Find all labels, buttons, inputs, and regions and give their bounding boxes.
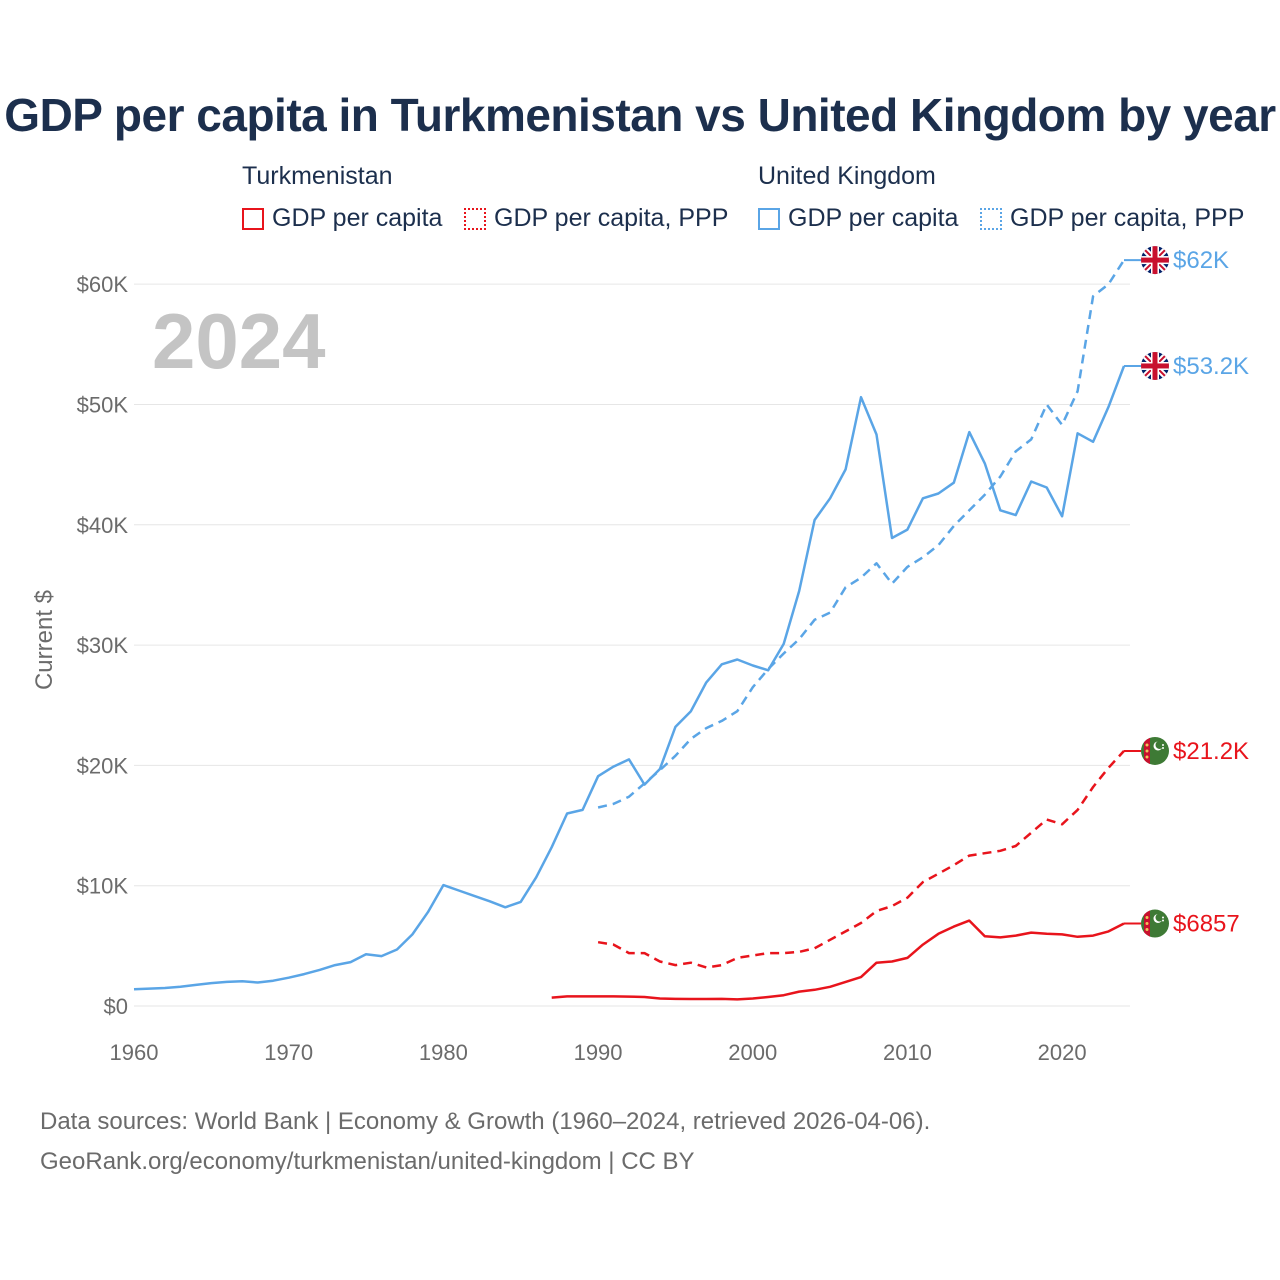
- legend-item-turkmenistan-gdp[interactable]: GDP per capita: [242, 204, 442, 233]
- x-tick-label: 2010: [883, 1040, 932, 1065]
- y-tick-label: $40K: [77, 513, 129, 538]
- legend-group-turkmenistan: Turkmenistan: [242, 162, 393, 190]
- uk-flag-icon: [1124, 351, 1169, 380]
- legend-swatch-dotted-blue: [980, 207, 1002, 230]
- x-tick-label: 1960: [110, 1040, 159, 1065]
- turkmenistan-flag-icon: [1124, 909, 1169, 938]
- legend-swatch-solid-red: [242, 207, 264, 230]
- turkmenistan-flag-icon: [1124, 736, 1169, 765]
- y-tick-label: $50K: [77, 392, 129, 417]
- y-tick-label: $0: [104, 994, 128, 1019]
- series-line-1: [597, 259, 1126, 809]
- uk-flag-icon: [1124, 246, 1169, 275]
- legend-label: GDP per capita, PPP: [494, 204, 729, 232]
- end-value-label: $6857: [1173, 911, 1240, 938]
- x-tick-label: 1980: [419, 1040, 468, 1065]
- x-tick-label: 2000: [728, 1040, 777, 1065]
- grid-layer: [134, 283, 1130, 1007]
- x-tick-label: 2020: [1038, 1040, 1087, 1065]
- source-line-2: GeoRank.org/economy/turkmenistan/united-…: [40, 1148, 695, 1175]
- legend-label: GDP per capita: [788, 204, 959, 232]
- legend-item-uk-gdp-ppp[interactable]: GDP per capita, PPP: [980, 204, 1244, 233]
- tick-layer: $0 $10K $20K $30K $40K $50K $60K 1960 1970 1980 19…: [77, 272, 1087, 1065]
- end-value-label: $53.2K: [1173, 353, 1249, 380]
- series-line-2: [551, 919, 1125, 1001]
- chart-title: GDP per capita in Turkmenistan vs United…: [4, 89, 1276, 141]
- year-indicator: 2024: [152, 297, 326, 385]
- x-tick-label: 1990: [574, 1040, 623, 1065]
- y-tick-label: $10K: [77, 874, 129, 899]
- series-layer: [133, 259, 1126, 1001]
- end-value-label: $62K: [1173, 247, 1229, 274]
- legend-swatch-solid-blue: [758, 207, 780, 230]
- x-tick-label: 1970: [264, 1040, 313, 1065]
- y-tick-label: $30K: [77, 633, 129, 658]
- y-tick-label: $60K: [77, 272, 129, 297]
- legend-label: GDP per capita, PPP: [1010, 204, 1245, 232]
- endpoint-layer: $53.2K $62K $6857 $21.2K: [1124, 246, 1249, 938]
- y-axis-label: Current $: [31, 590, 58, 690]
- series-line-3: [597, 750, 1125, 969]
- y-tick-label: $20K: [77, 753, 129, 778]
- source-line-1: Data sources: World Bank | Economy & Gro…: [40, 1108, 931, 1135]
- legend-swatch-dotted-red: [464, 207, 486, 230]
- legend-label: GDP per capita: [272, 204, 443, 232]
- legend-item-uk-gdp[interactable]: GDP per capita: [758, 204, 958, 233]
- series-line-0: [133, 365, 1126, 991]
- legend-group-united-kingdom: United Kingdom: [758, 162, 936, 190]
- end-value-label: $21.2K: [1173, 738, 1249, 765]
- legend-item-turkmenistan-gdp-ppp[interactable]: GDP per capita, PPP: [464, 204, 728, 233]
